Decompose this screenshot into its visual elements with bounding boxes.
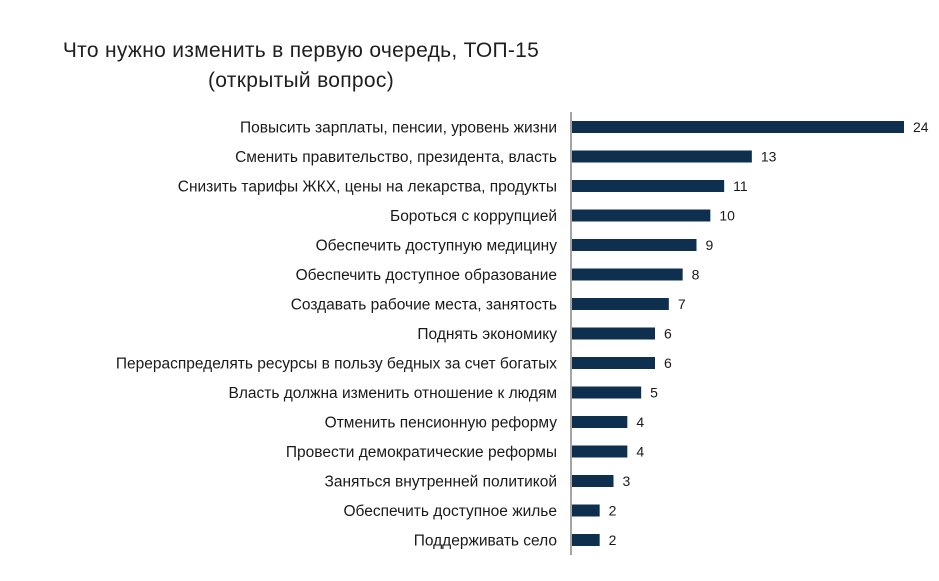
bar	[572, 475, 614, 487]
category-label: Сменить правительство, президента, власт…	[235, 149, 557, 166]
category-label: Повысить зарплаты, пенсии, уровень жизни	[240, 120, 557, 137]
value-label: 9	[706, 237, 714, 253]
value-label: 13	[761, 149, 777, 165]
bar	[572, 298, 669, 310]
category-label: Отменить пенсионную реформу	[325, 415, 558, 432]
category-label: Поддерживать село	[414, 533, 557, 550]
category-label: Поднять экономику	[417, 326, 557, 343]
value-label: 4	[636, 444, 644, 460]
category-label: Власть должна изменить отношение к людям	[229, 385, 557, 402]
value-label: 11	[733, 178, 748, 194]
bar	[572, 209, 711, 222]
bar	[572, 239, 697, 251]
value-label: 3	[623, 473, 631, 489]
value-label: 6	[664, 355, 672, 371]
bar	[572, 327, 655, 340]
value-label: 5	[650, 385, 658, 401]
category-label: Провести демократические реформы	[286, 444, 557, 461]
category-label: Обеспечить доступное жилье	[343, 503, 557, 520]
value-label: 10	[719, 208, 735, 224]
category-label: Обеспечить доступное образование	[296, 267, 557, 284]
category-label: Перераспределять ресурсы в пользу бедных…	[116, 356, 557, 373]
category-label: Снизить тарифы ЖКХ, цены на лекарства, п…	[178, 179, 557, 196]
bar	[572, 534, 600, 546]
category-label: Бороться с коррупцией	[390, 208, 557, 225]
category-label: Создавать рабочие места, занятость	[291, 297, 557, 314]
value-label: 2	[609, 503, 617, 519]
value-label: 4	[636, 414, 644, 430]
value-label: 2	[609, 532, 617, 548]
chart-subtitle: (открытый вопрос)	[208, 69, 394, 92]
bar	[572, 445, 628, 458]
bar	[572, 121, 904, 133]
category-label: Обеспечить доступную медицину	[316, 238, 558, 255]
bar	[572, 504, 600, 517]
value-label: 24	[913, 119, 929, 135]
value-label: 7	[678, 296, 686, 312]
bar	[572, 180, 725, 192]
bar	[572, 268, 683, 281]
bar	[572, 386, 642, 399]
bar	[572, 150, 752, 163]
value-label: 8	[692, 267, 700, 283]
chart-title: Что нужно изменить в первую очередь, ТОП…	[62, 39, 540, 62]
bar	[572, 357, 655, 369]
category-label: Заняться внутренней политикой	[324, 474, 557, 491]
value-label: 6	[664, 326, 672, 342]
bar	[572, 416, 628, 428]
